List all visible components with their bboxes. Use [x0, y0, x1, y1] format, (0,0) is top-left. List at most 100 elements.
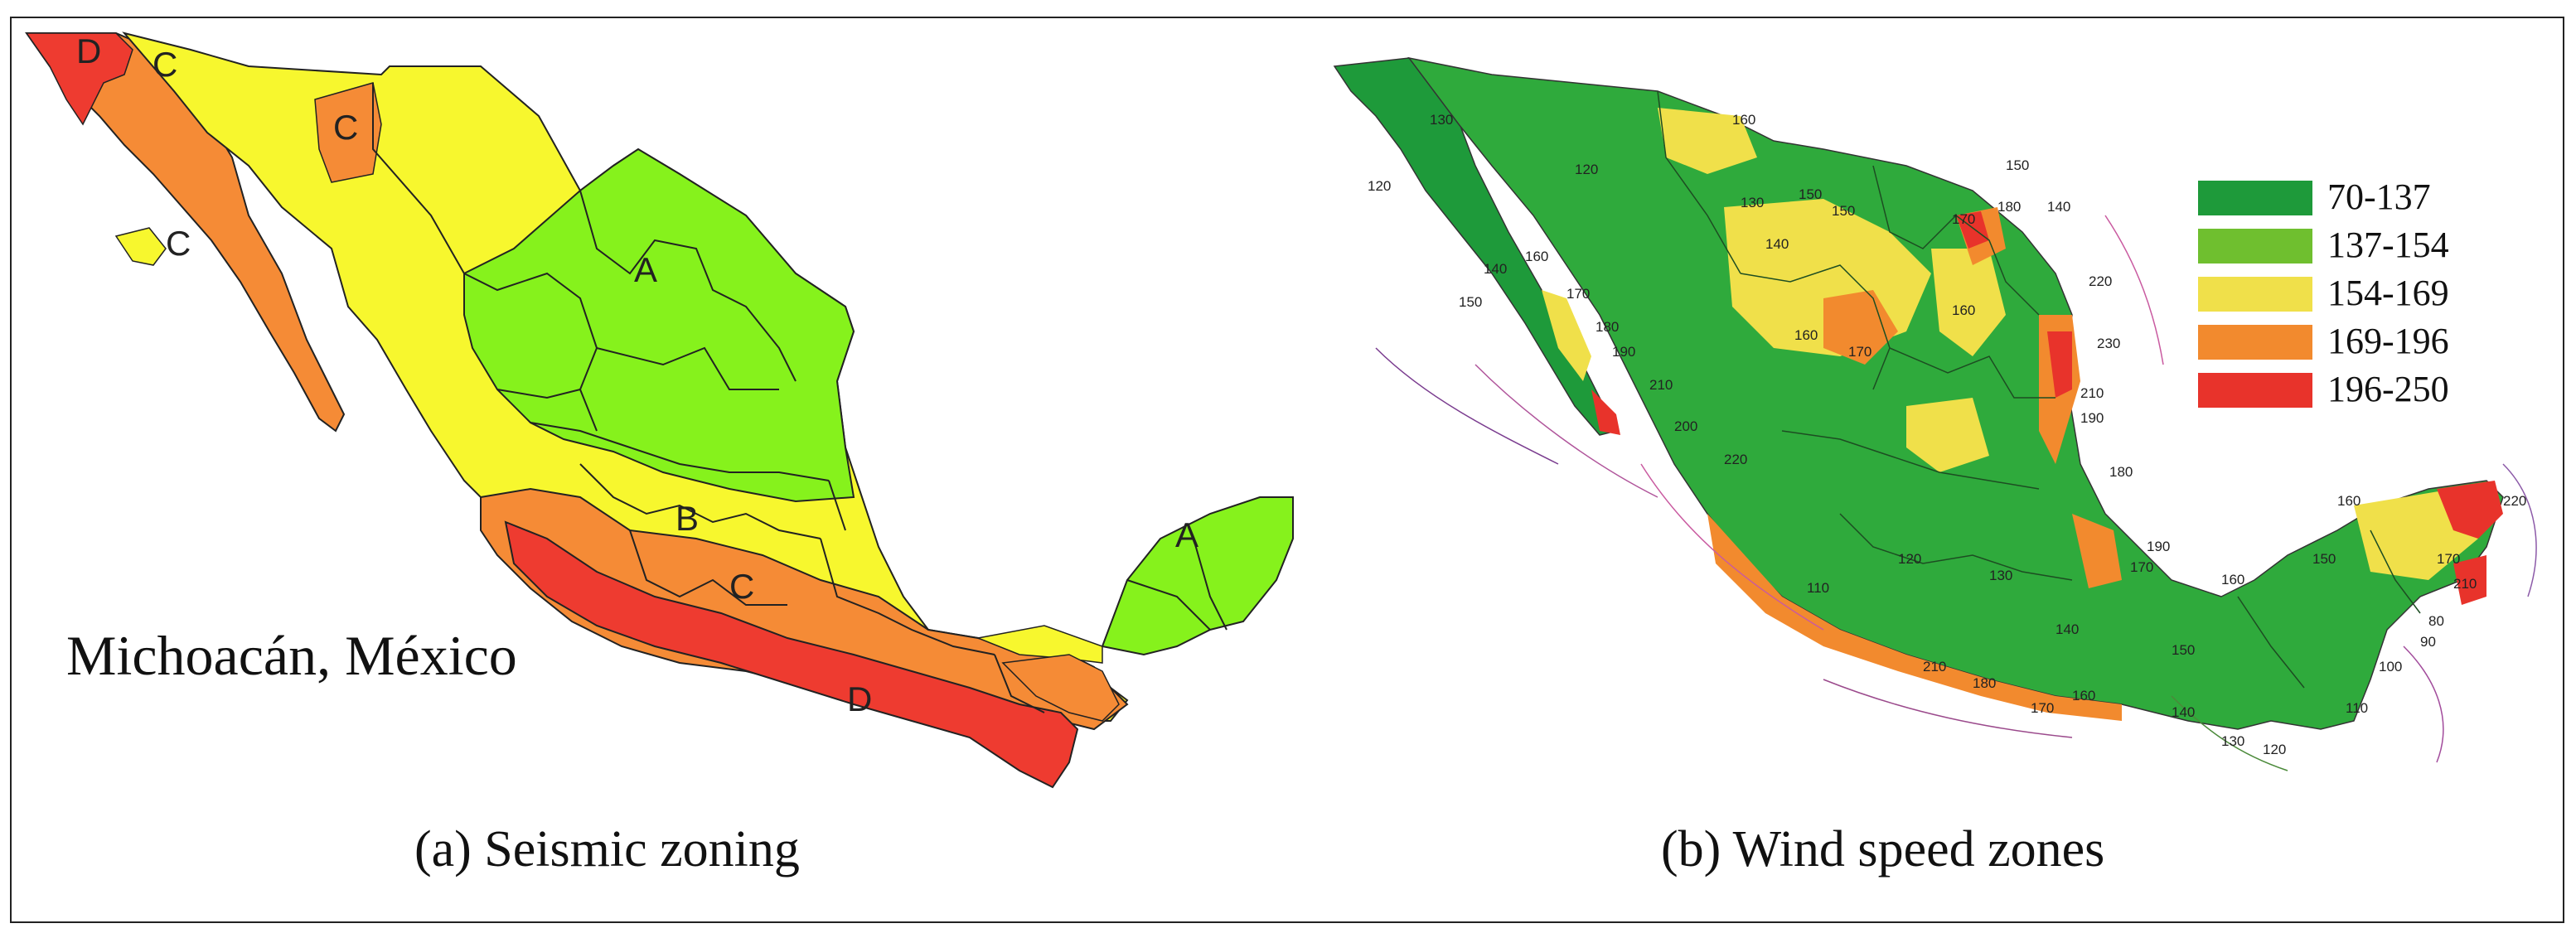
- legend-label-137-154: 137-154: [2327, 225, 2449, 265]
- zone-label-d-south: D: [847, 679, 872, 718]
- contour-label: 80: [2428, 613, 2444, 629]
- contour-label: 160: [1952, 302, 1975, 318]
- wind-contour-labels: 130 120 120 140 150 160 170 180 190 210 …: [1368, 112, 2526, 757]
- tabasco-zone-b: [976, 625, 1103, 664]
- legend-swatch-137-154: [2198, 229, 2312, 264]
- seismic-caption: (a) Seismic zoning: [414, 821, 800, 878]
- zone-label-c-northwest: C: [153, 45, 177, 84]
- legend-label-169-196: 169-196: [2327, 321, 2449, 361]
- contour-label: 140: [1765, 236, 1789, 252]
- zone-label-a-north: A: [634, 250, 657, 289]
- contour-label: 190: [2080, 410, 2104, 426]
- contour-label: 150: [1799, 186, 1822, 202]
- contour-label: 90: [2420, 634, 2436, 650]
- legend-swatch-169-196: [2198, 325, 2312, 360]
- contour-label: 220: [2503, 493, 2526, 509]
- contour-label: 200: [1674, 418, 1697, 434]
- wind-caption: (b) Wind speed zones: [1661, 821, 2105, 878]
- contour-label: 120: [2263, 742, 2286, 757]
- contour-label: 170: [2437, 551, 2460, 567]
- contour-label: 220: [2089, 273, 2112, 289]
- contour-label: 110: [2346, 700, 2368, 716]
- contour-label: 160: [1794, 327, 1818, 343]
- legend-swatch-154-169: [2198, 277, 2312, 312]
- contour-label: 140: [1484, 261, 1507, 277]
- contour-label: 170: [2031, 700, 2054, 716]
- wind-baja-yellow: [1542, 290, 1591, 381]
- contour-label: 140: [2172, 704, 2195, 720]
- wind-yellow-patch-3: [1931, 249, 2006, 356]
- contour-label: 100: [2379, 659, 2402, 674]
- legend-label-196-250: 196-250: [2327, 369, 2449, 409]
- wind-baja-red-tip: [1591, 389, 1620, 435]
- mainland-zone-a: [463, 147, 855, 503]
- wind-baja: [1333, 57, 1618, 436]
- contour-label: 150: [2172, 642, 2195, 658]
- legend-label-154-169: 154-169: [2327, 273, 2449, 313]
- contour-label: 170: [1952, 211, 1975, 227]
- legend-label-70-137: 70-137: [2327, 176, 2431, 217]
- wind-state-borders: [1657, 90, 2421, 689]
- contour-label: 160: [2221, 572, 2244, 587]
- wind-red-patch-3: [2453, 555, 2486, 605]
- contour-label: 170: [1566, 286, 1590, 302]
- baja-zone-d: [25, 32, 133, 126]
- zone-label-b: B: [675, 499, 699, 538]
- contour-label: 140: [2047, 199, 2070, 215]
- wind-red-patch-2: [2437, 481, 2503, 539]
- wind-legend: 70-137 137-154 154-169 169-196 196-250: [2198, 176, 2449, 409]
- contour-label: 120: [1898, 551, 1921, 567]
- zone-label-c-baja: C: [166, 224, 191, 263]
- contour-label: 160: [1732, 112, 1755, 128]
- contour-label: 210: [1649, 377, 1673, 393]
- seismic-map: D C C C A A B C D: [25, 31, 1294, 789]
- contour-label: 230: [2097, 336, 2120, 351]
- contour-label: 210: [2080, 385, 2104, 401]
- contour-label: 130: [1430, 112, 1453, 128]
- contour-label: 130: [1989, 568, 2012, 583]
- contour-label: 180: [2109, 464, 2133, 480]
- state-borders: [372, 83, 1227, 713]
- yucatan-zone-a: [1101, 496, 1294, 656]
- contour-label: 150: [2312, 551, 2336, 567]
- contour-label: 160: [2072, 688, 2095, 704]
- zone-label-c-sonora: C: [333, 108, 358, 147]
- wind-mainland: [1407, 56, 2504, 730]
- contour-label: 170: [2130, 559, 2153, 575]
- wind-red-patch-1: [2047, 331, 2072, 398]
- contour-label: 150: [1832, 203, 1855, 219]
- contour-label: 210: [1923, 659, 1946, 674]
- mainland-zone-c: [480, 487, 1129, 739]
- wind-red-patch-4: [1956, 211, 1989, 249]
- chiapas-zone-c: [1001, 654, 1120, 722]
- contour-label: 190: [2147, 539, 2170, 554]
- baja-yellow-tip: [114, 227, 167, 266]
- zone-label-a-yucatan: A: [1175, 515, 1198, 554]
- contour-label: 220: [1724, 452, 1747, 467]
- contour-label: 150: [2006, 157, 2029, 173]
- wind-orange-patch-4: [2072, 514, 2122, 588]
- place-label: Michoacán, México: [66, 624, 517, 687]
- contour-label: 160: [1525, 249, 1548, 264]
- wind-orange-patch-1: [1823, 290, 1898, 365]
- mainland-zone-d: [504, 520, 1079, 789]
- contour-label: 160: [2337, 493, 2361, 509]
- zone-label-d-northwest: D: [76, 31, 101, 70]
- wind-contours: [1375, 215, 2537, 771]
- contour-label: 150: [1459, 294, 1482, 310]
- contour-label: 180: [1997, 199, 2021, 215]
- contour-label: 130: [1741, 195, 1764, 210]
- legend-swatch-196-250: [2198, 373, 2312, 408]
- wind-map: 130 120 120 140 150 160 170 180 190 210 …: [1333, 56, 2537, 771]
- contour-label: 120: [1368, 178, 1391, 194]
- contour-label: 170: [1848, 344, 1871, 360]
- contour-label: 110: [1807, 580, 1829, 596]
- zone-label-c-south: C: [729, 567, 754, 606]
- contour-label: 180: [1595, 319, 1619, 335]
- wind-yellow-patch-1: [1658, 108, 1757, 174]
- wind-yellow-patch-4: [1906, 398, 1989, 472]
- contour-label: 130: [2221, 733, 2244, 749]
- contour-label: 140: [2055, 621, 2079, 637]
- contour-label: 210: [2453, 576, 2477, 592]
